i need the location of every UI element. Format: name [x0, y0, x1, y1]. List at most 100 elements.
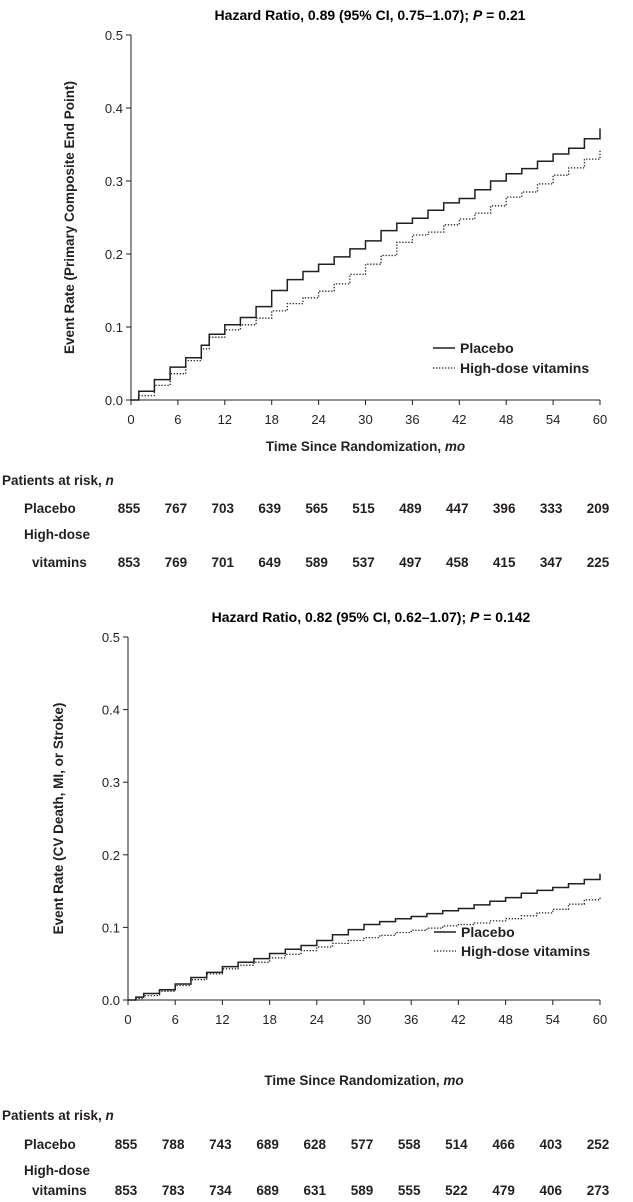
risk-value: 522 — [445, 1183, 468, 1198]
risk-value: 347 — [540, 555, 563, 570]
risk-value: 734 — [209, 1183, 232, 1198]
risk-value: 537 — [352, 555, 375, 570]
risk-row-label: High-dose — [24, 527, 90, 542]
risk-value: 589 — [351, 1183, 374, 1198]
risk-value: 565 — [305, 501, 328, 516]
risk-value: 631 — [304, 1183, 327, 1198]
y-tick-label: 0.5 — [102, 630, 120, 645]
chart-2: Hazard Ratio, 0.82 (95% CI, 0.62–1.07); … — [2, 609, 610, 1198]
risk-value: 403 — [540, 1137, 563, 1152]
risk-table-title: Patients at risk, n — [2, 1108, 114, 1123]
risk-row-label: Placebo — [24, 1137, 76, 1152]
risk-row-label: Placebo — [24, 501, 76, 516]
risk-value: 252 — [587, 1137, 610, 1152]
x-tick-label: 42 — [452, 412, 466, 427]
x-tick-label: 54 — [546, 412, 560, 427]
y-tick-label: 0.1 — [102, 920, 120, 935]
x-tick-label: 42 — [451, 1012, 465, 1027]
legend-label: High-dose vitamins — [460, 360, 589, 376]
risk-row-label: High-dose — [24, 1163, 90, 1178]
chart-title-value: = 0.21 — [482, 7, 525, 23]
legend-label: Placebo — [461, 924, 515, 940]
risk-value: 853 — [118, 555, 141, 570]
x-axis-label-text: Time Since Randomization, — [266, 439, 445, 454]
x-tick-label: 36 — [404, 1012, 418, 1027]
risk-value: 628 — [304, 1137, 327, 1152]
y-tick-label: 0.3 — [105, 174, 123, 189]
y-tick-label: 0.1 — [105, 320, 123, 335]
x-tick-label: 6 — [174, 412, 181, 427]
x-tick-label: 18 — [264, 412, 278, 427]
y-tick-label: 0.5 — [105, 28, 123, 43]
risk-value: 577 — [351, 1137, 374, 1152]
chart-title-text: Hazard Ratio, 0.82 (95% CI, 0.62–1.07); — [212, 609, 470, 625]
risk-value: 273 — [587, 1183, 610, 1198]
y-tick-label: 0.3 — [102, 775, 120, 790]
risk-value: 853 — [115, 1183, 138, 1198]
x-tick-label: 48 — [499, 412, 513, 427]
risk-value: 589 — [305, 555, 328, 570]
risk-value: 855 — [115, 1137, 138, 1152]
risk-table-title-text: Patients at risk, — [2, 1108, 106, 1123]
risk-row-label: vitamins — [32, 1183, 87, 1198]
risk-value: 415 — [493, 555, 516, 570]
x-tick-label: 36 — [405, 412, 419, 427]
series-line-high-dose-vitamins — [131, 148, 601, 401]
x-tick-label: 18 — [262, 1012, 276, 1027]
x-axis-label-unit: mo — [443, 1073, 463, 1088]
y-axis-label: Event Rate (CV Death, MI, or Stroke) — [51, 703, 66, 935]
risk-value: 855 — [118, 501, 141, 516]
y-tick-label: 0.4 — [105, 101, 123, 116]
risk-table-title-n: n — [106, 1108, 114, 1123]
x-tick-label: 60 — [593, 1012, 607, 1027]
chart-title: Hazard Ratio, 0.82 (95% CI, 0.62–1.07); … — [212, 609, 531, 625]
x-tick-label: 0 — [127, 412, 134, 427]
risk-value: 497 — [399, 555, 422, 570]
risk-value: 447 — [446, 501, 469, 516]
legend-label: Placebo — [460, 340, 514, 356]
chart-title-p: P — [473, 7, 483, 23]
x-tick-label: 54 — [546, 1012, 560, 1027]
series-line-placebo — [128, 873, 601, 1001]
x-tick-label: 12 — [218, 412, 232, 427]
x-tick-label: 30 — [358, 412, 372, 427]
risk-value: 514 — [445, 1137, 468, 1152]
chart-title-p: P — [470, 609, 480, 625]
y-axis-label: Event Rate (Primary Composite End Point) — [62, 81, 77, 354]
x-tick-label: 60 — [593, 412, 607, 427]
series-line-placebo — [131, 128, 601, 401]
legend-label: High-dose vitamins — [461, 943, 590, 959]
x-tick-label: 24 — [311, 412, 325, 427]
x-tick-label: 48 — [498, 1012, 512, 1027]
risk-value: 209 — [587, 501, 610, 516]
risk-table-title-text: Patients at risk, — [2, 473, 106, 488]
risk-value: 743 — [209, 1137, 232, 1152]
risk-value: 396 — [493, 501, 516, 516]
y-tick-label: 0.2 — [105, 247, 123, 262]
chart-title: Hazard Ratio, 0.89 (95% CI, 0.75–1.07); … — [215, 7, 526, 23]
risk-value: 649 — [258, 555, 281, 570]
risk-value: 783 — [162, 1183, 185, 1198]
risk-value: 515 — [352, 501, 375, 516]
risk-table-title-n: n — [106, 473, 114, 488]
risk-value: 466 — [492, 1137, 515, 1152]
risk-value: 558 — [398, 1137, 421, 1152]
risk-table-title: Patients at risk, n — [2, 473, 114, 488]
chart-1: Hazard Ratio, 0.89 (95% CI, 0.75–1.07); … — [2, 7, 610, 570]
risk-value: 225 — [587, 555, 610, 570]
risk-value: 555 — [398, 1183, 421, 1198]
y-tick-label: 0.0 — [105, 393, 123, 408]
risk-value: 479 — [492, 1183, 515, 1198]
y-tick-label: 0.0 — [102, 993, 120, 1008]
x-tick-label: 24 — [310, 1012, 324, 1027]
y-tick-label: 0.2 — [102, 848, 120, 863]
risk-value: 689 — [256, 1137, 279, 1152]
risk-value: 788 — [162, 1137, 185, 1152]
risk-value: 406 — [540, 1183, 563, 1198]
x-tick-label: 0 — [124, 1012, 131, 1027]
risk-value: 701 — [212, 555, 235, 570]
chart-title-value: = 0.142 — [479, 609, 530, 625]
x-axis-label-text: Time Since Randomization, — [264, 1073, 443, 1088]
x-tick-label: 6 — [172, 1012, 179, 1027]
